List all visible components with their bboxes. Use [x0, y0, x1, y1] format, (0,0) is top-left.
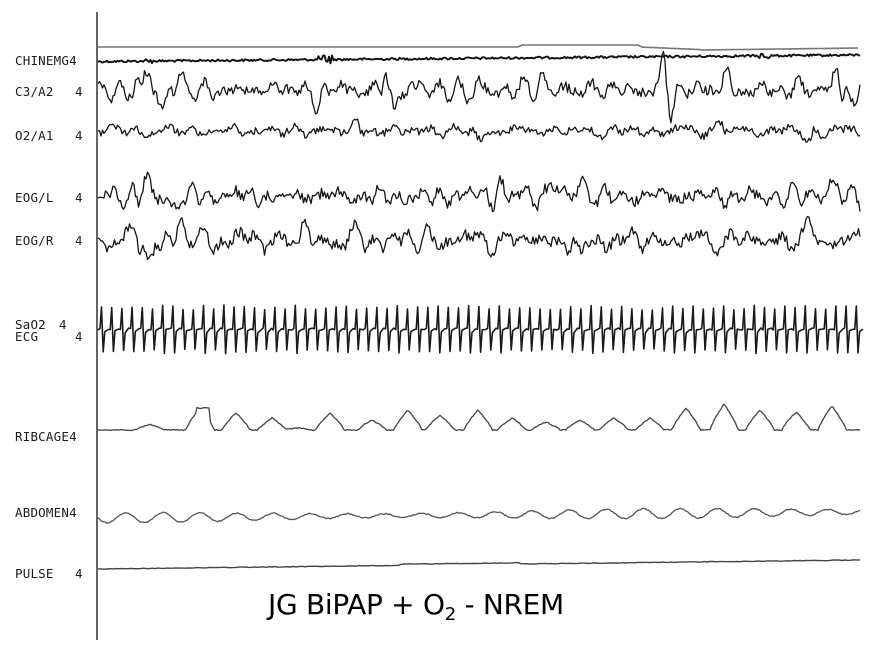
channel-gain: 4 — [69, 505, 77, 520]
channel-gain: 4 — [75, 566, 83, 581]
trace-eogr — [97, 215, 861, 261]
channel-name: ECG — [15, 329, 39, 344]
channel-name: SaO2 — [15, 317, 46, 332]
channel-label-eogl: EOG/L 4 — [15, 190, 83, 205]
channel-gain: 4 — [59, 317, 67, 332]
channel-name: EOG/R — [15, 233, 54, 248]
annotation-text: JG BiPAP + O — [268, 588, 445, 621]
channel-label-sao2: SaO2 4 — [15, 317, 67, 332]
channel-label-pulse: PULSE 4 — [15, 566, 83, 581]
annotation-subscript: 2 — [444, 604, 456, 625]
trace-eogl — [97, 171, 861, 213]
figure-annotation: JG BiPAP + O2 - NREM — [268, 588, 564, 625]
channel-name: RIBCAGE — [15, 429, 70, 444]
channel-label-chinemg: CHINEMG4 — [15, 54, 77, 67]
trace-ecg — [97, 304, 864, 355]
channel-gain: 4 — [75, 128, 83, 143]
channel-label-c3a2: C3/A2 4 — [15, 84, 83, 99]
annotation-text-end: - NREM — [455, 588, 564, 621]
trace-ribcage — [97, 403, 861, 432]
channel-label-abdomen: ABDOMEN4 — [15, 506, 77, 519]
channel-name: C3/A2 — [15, 84, 54, 99]
channel-gain: 4 — [75, 233, 83, 248]
trace-o2a1 — [97, 118, 861, 143]
trace-chinemg-baseline — [98, 44, 859, 51]
channel-label-eogr: EOG/R 4 — [15, 233, 83, 248]
channel-name: PULSE — [15, 566, 54, 581]
channel-gain: 4 — [75, 329, 83, 344]
channel-gain: 4 — [75, 190, 83, 205]
trace-abdomen — [97, 507, 861, 524]
channel-name: O2/A1 — [15, 128, 54, 143]
trace-c3a2 — [97, 50, 861, 124]
channel-label-ecg: ECG 4 — [15, 329, 83, 344]
channel-label-ribcage: RIBCAGE4 — [15, 430, 77, 443]
trace-pulse — [98, 559, 861, 570]
channel-name: ABDOMEN — [15, 505, 70, 520]
channel-label-o2a1: O2/A1 4 — [15, 128, 83, 143]
channel-gain: 4 — [75, 84, 83, 99]
channel-name: CHINEMG — [15, 53, 70, 68]
channel-gain: 4 — [69, 53, 77, 68]
channel-gain: 4 — [69, 429, 77, 444]
trace-chinemg — [97, 52, 861, 65]
channel-name: EOG/L — [15, 190, 54, 205]
